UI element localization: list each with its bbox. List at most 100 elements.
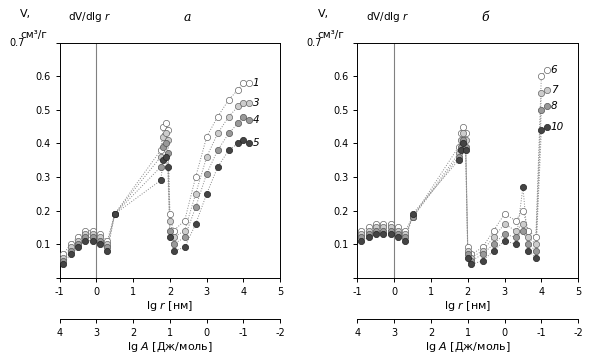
- Point: [463, 255, 473, 260]
- Point: [371, 221, 381, 227]
- Text: 6: 6: [551, 64, 557, 74]
- Point: [542, 104, 552, 109]
- Point: [467, 251, 476, 257]
- Point: [364, 225, 373, 230]
- Point: [239, 100, 249, 106]
- Point: [110, 211, 120, 217]
- Point: [467, 258, 476, 264]
- Point: [161, 131, 170, 136]
- Point: [461, 137, 470, 143]
- Point: [458, 124, 468, 130]
- Point: [224, 131, 234, 136]
- Point: [518, 208, 527, 213]
- Point: [180, 218, 190, 224]
- Point: [393, 228, 403, 234]
- Point: [165, 235, 175, 240]
- Point: [58, 255, 68, 260]
- Point: [58, 261, 68, 267]
- Point: [500, 238, 510, 244]
- Point: [463, 245, 473, 250]
- Point: [518, 228, 527, 234]
- Point: [401, 228, 410, 234]
- Point: [239, 114, 249, 119]
- Point: [457, 131, 466, 136]
- Point: [169, 241, 178, 247]
- Point: [156, 164, 166, 170]
- Point: [463, 248, 473, 254]
- Point: [536, 73, 546, 79]
- Point: [478, 245, 488, 250]
- Point: [95, 231, 105, 237]
- Point: [103, 241, 112, 247]
- Point: [356, 231, 366, 237]
- Point: [386, 221, 395, 227]
- Point: [180, 245, 190, 250]
- Point: [364, 235, 373, 240]
- Point: [536, 127, 546, 133]
- Point: [202, 154, 212, 160]
- Point: [169, 248, 178, 254]
- Text: dV/dlg $r$: dV/dlg $r$: [367, 10, 409, 24]
- Point: [524, 235, 533, 240]
- Point: [213, 147, 222, 153]
- Point: [408, 214, 417, 220]
- Point: [165, 228, 175, 234]
- Point: [489, 228, 498, 234]
- Point: [58, 258, 68, 264]
- Point: [163, 164, 172, 170]
- Text: 7: 7: [551, 85, 557, 95]
- Point: [489, 241, 498, 247]
- Point: [66, 251, 76, 257]
- Point: [95, 235, 105, 240]
- Point: [458, 141, 468, 146]
- Point: [202, 191, 212, 197]
- Text: V,: V,: [318, 9, 329, 19]
- Point: [239, 137, 249, 143]
- Point: [110, 211, 120, 217]
- Point: [161, 154, 170, 160]
- Point: [244, 117, 254, 123]
- Point: [66, 245, 76, 250]
- Point: [73, 245, 83, 250]
- Point: [524, 241, 533, 247]
- Point: [165, 211, 175, 217]
- Point: [531, 241, 541, 247]
- Point: [233, 104, 243, 109]
- Point: [169, 228, 178, 234]
- Point: [163, 151, 172, 156]
- Point: [191, 191, 200, 197]
- Point: [531, 235, 541, 240]
- Point: [457, 137, 466, 143]
- Point: [73, 241, 83, 247]
- Point: [159, 157, 168, 163]
- Point: [191, 204, 200, 210]
- Point: [88, 238, 98, 244]
- X-axis label: lg $r$ [нм]: lg $r$ [нм]: [444, 299, 492, 314]
- Point: [213, 114, 222, 119]
- Point: [156, 147, 166, 153]
- Point: [489, 248, 498, 254]
- Point: [461, 144, 470, 150]
- Point: [191, 221, 200, 227]
- Point: [393, 231, 403, 237]
- Point: [458, 131, 468, 136]
- Text: a: a: [184, 11, 191, 24]
- Point: [165, 218, 175, 224]
- Point: [202, 171, 212, 177]
- Point: [511, 235, 520, 240]
- Point: [239, 80, 249, 86]
- Point: [511, 228, 520, 234]
- Point: [224, 147, 234, 153]
- Point: [244, 100, 254, 106]
- Text: 1: 1: [253, 78, 259, 88]
- Text: 0.7: 0.7: [307, 38, 322, 48]
- Point: [478, 258, 488, 264]
- Point: [393, 225, 403, 230]
- Point: [393, 235, 403, 240]
- Point: [163, 127, 172, 133]
- Point: [156, 154, 166, 160]
- Point: [478, 248, 488, 254]
- Point: [95, 241, 105, 247]
- X-axis label: lg $A$ [Дж/моль]: lg $A$ [Дж/моль]: [425, 341, 511, 354]
- Point: [80, 228, 90, 234]
